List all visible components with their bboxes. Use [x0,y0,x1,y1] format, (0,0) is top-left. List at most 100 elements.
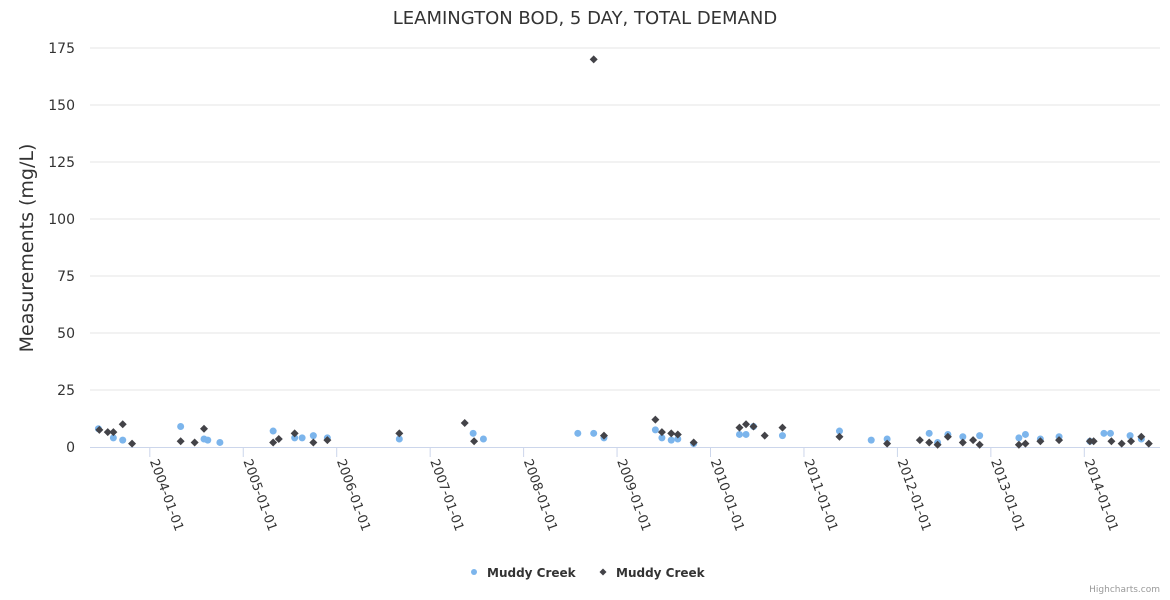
y-tick-label: 175 [48,41,75,57]
data-point-series-2 [95,425,104,434]
data-point-series-2 [883,439,892,448]
data-point-series-2 [925,438,934,447]
data-point-series-2 [274,435,283,444]
data-point-series-1 [1126,432,1134,440]
x-tick-label: 2012-01-01 [894,457,934,533]
x-tick-label: 2011-01-01 [800,457,840,533]
y-tick-label: 150 [48,98,75,114]
data-point-series-1 [1100,429,1108,437]
data-point-series-1 [735,430,743,438]
data-point-series-2 [1107,437,1116,446]
data-point-series-1 [1021,430,1029,438]
x-tick-label: 2014-01-01 [1081,457,1121,533]
y-tick-label: 0 [66,440,75,456]
data-point-series-2 [749,422,758,431]
data-point-series-1 [1106,429,1114,437]
data-point-series-2 [1137,432,1146,441]
data-point-series-2 [742,420,751,429]
data-point-series-2 [1055,436,1064,445]
data-point-series-2 [778,423,787,432]
data-point-series-2 [689,438,698,447]
data-point-series-1 [867,436,875,444]
data-point-series-1 [574,429,582,437]
legend-item-2[interactable]: Muddy Creek [599,566,706,580]
data-point-series-1 [469,429,477,437]
data-point-series-2 [128,439,137,448]
x-tick-label: 2013-01-01 [987,457,1027,533]
data-point-series-2 [835,432,844,441]
data-point-series-1 [479,435,487,443]
x-tick-label: 2004-01-01 [146,457,186,533]
data-point-series-1 [925,429,933,437]
data-point-series-1 [658,434,666,442]
data-point-series-1 [674,435,682,443]
data-point-series-2 [1127,437,1136,446]
data-point-series-2 [657,428,666,437]
data-point-series-2 [943,432,952,441]
data-point-series-1 [177,422,185,430]
data-point-series-2 [1021,439,1030,448]
legend-circle-icon [471,569,477,575]
data-point-series-2 [190,438,199,447]
data-point-series-2 [589,55,598,64]
data-point-series-1 [269,427,277,435]
data-point-series-1 [395,435,403,443]
y-tick-label: 75 [57,269,75,285]
data-point-series-2 [460,419,469,428]
y-tick-label: 50 [57,326,75,342]
data-point-series-1 [651,426,659,434]
data-point-series-2 [599,431,608,440]
data-point-series-1 [109,434,117,442]
data-point-series-2 [1117,439,1126,448]
data-point-series-2 [1014,440,1023,449]
data-point-series-2 [1036,437,1045,446]
x-tick-label: 2007-01-01 [426,457,466,533]
legend-label: Muddy Creek [616,566,706,580]
data-point-series-2 [200,424,209,433]
data-point-series-1 [590,429,598,437]
data-point-series-2 [309,438,318,447]
x-tick-label: 2009-01-01 [613,457,653,533]
data-point-series-1 [1015,434,1023,442]
data-point-series-2 [969,436,978,445]
data-point-series-2 [323,436,332,445]
legend-diamond-icon [599,568,607,576]
data-point-series-2 [470,437,479,446]
y-axis-label: Measurements (mg/L) [16,144,38,353]
data-point-series-2 [673,430,682,439]
data-point-series-2 [290,429,299,438]
data-point-series-1 [204,436,212,444]
data-point-series-2 [667,429,676,438]
highcharts-credit[interactable]: Highcharts.com [1089,585,1160,595]
x-tick-label: 2006-01-01 [333,457,373,533]
y-tick-label: 100 [48,212,75,228]
data-point-series-2 [760,431,769,440]
data-point-series-2 [735,423,744,432]
y-tick-label: 125 [48,155,75,171]
data-point-series-2 [933,440,942,449]
data-point-series-2 [109,428,118,437]
legend-label: Muddy Creek [487,566,577,580]
data-point-series-2 [915,436,924,445]
x-tick-label: 2010-01-01 [707,457,747,533]
data-point-series-1 [778,432,786,440]
data-point-series-2 [395,429,404,438]
data-point-series-2 [118,420,127,429]
chart-title: LEAMINGTON BOD, 5 DAY, TOTAL DEMAND [393,8,777,29]
data-point-series-2 [651,415,660,424]
data-point-series-1 [119,436,127,444]
data-point-series-1 [883,435,891,443]
data-point-series-1 [976,432,984,440]
x-tick-label: 2008-01-01 [520,457,560,533]
data-point-series-1 [216,438,224,446]
data-point-series-2 [103,428,112,437]
data-point-series-2 [975,440,984,449]
data-point-series-2 [269,438,278,447]
y-tick-label: 25 [57,383,75,399]
data-point-series-2 [1144,439,1153,448]
data-point-series-1 [835,427,843,435]
data-point-series-2 [176,437,185,446]
legend-item-1[interactable]: Muddy Creek [471,566,577,580]
data-point-series-1 [309,432,317,440]
